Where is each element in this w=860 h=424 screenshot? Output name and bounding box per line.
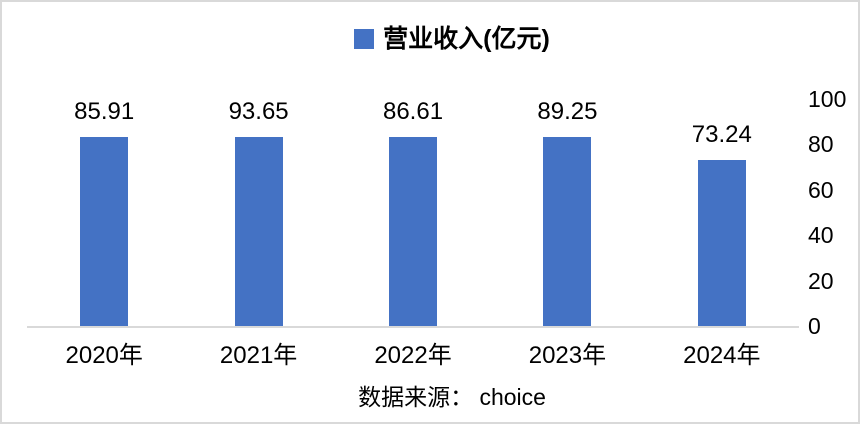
y-axis-tick-label: 60 (808, 177, 834, 203)
bar-slot: 85.91 (27, 99, 181, 326)
bar (543, 137, 592, 326)
y-axis-tick-label: 100 (808, 86, 847, 112)
bar (389, 137, 438, 326)
plot-area: 85.91 93.65 86.61 89.25 73.24 (27, 99, 799, 328)
y-axis-tick-label: 40 (808, 222, 834, 248)
bar-slot: 89.25 (490, 99, 644, 326)
bar-slot: 73.24 (645, 99, 799, 326)
legend-label: 营业收入(亿元) (383, 25, 550, 53)
x-axis-tick-label: 2022年 (374, 342, 452, 369)
y-axis-tick-label: 20 (808, 268, 834, 294)
x-axis-tick-label: 2023年 (528, 342, 607, 369)
x-axis-labels: 2020年 2021年 2022年 2023年 2024年 (27, 342, 799, 370)
bar-value-label: 93.65 (228, 98, 289, 125)
bar-slot: 93.65 (181, 99, 335, 326)
x-axis-tick-label: 2024年 (683, 342, 761, 369)
x-axis-tick-label: 2021年 (219, 342, 298, 369)
bar-value-label: 85.91 (74, 98, 135, 125)
bar (697, 160, 746, 326)
y-axis-tick-label: 0 (808, 313, 821, 339)
bar-value-label: 86.61 (382, 98, 444, 125)
bar (234, 137, 283, 326)
source-note: 数据来源： choice (358, 384, 546, 410)
legend-swatch-icon (354, 29, 375, 49)
x-axis-tick-label: 2020年 (65, 342, 143, 369)
legend: 营业收入(亿元) (24, 24, 858, 54)
bar-value-label: 89.25 (537, 98, 598, 125)
bar-value-label: 73.24 (691, 121, 752, 148)
y-axis-tick-label: 80 (808, 131, 834, 157)
bar-slot: 86.61 (336, 99, 490, 326)
bar (80, 137, 129, 326)
